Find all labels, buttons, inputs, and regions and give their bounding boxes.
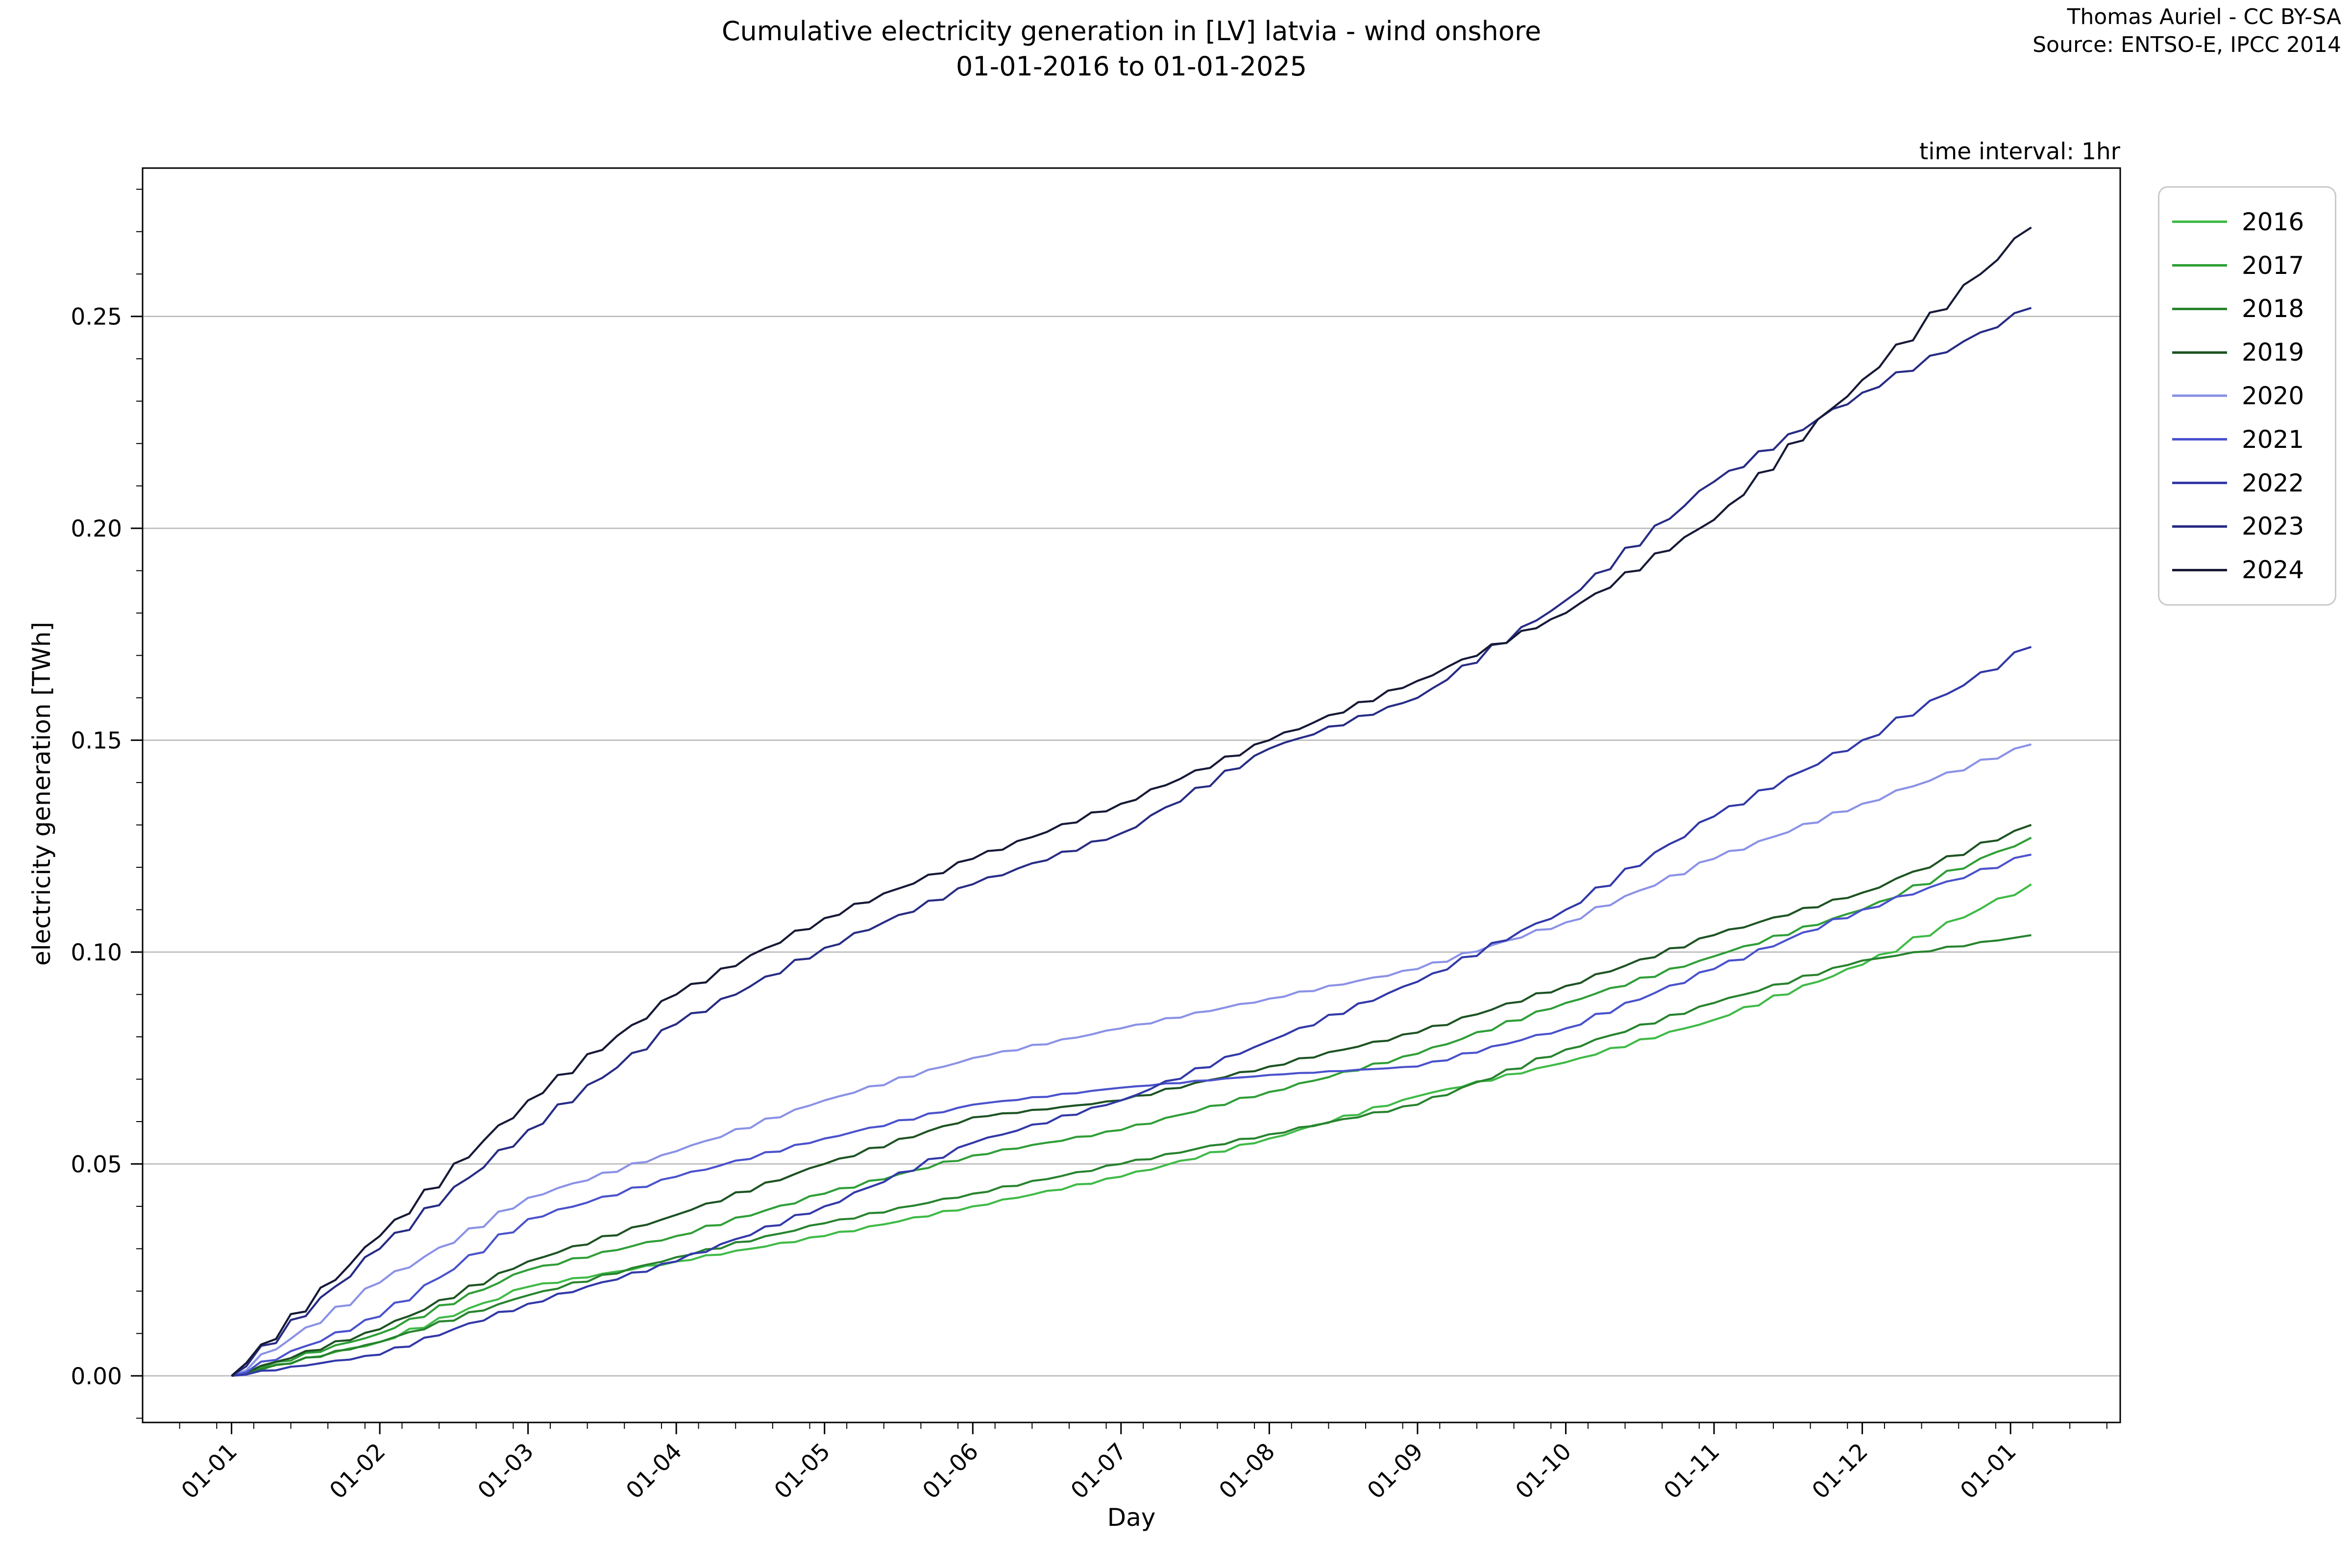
legend-item-2023: 2023 [2172,512,2335,540]
legend-swatch-2018 [2172,307,2227,310]
chart-title-line1: Cumulative electricity generation in [LV… [721,16,1542,47]
series-line-2023 [231,307,2032,1377]
y-tick-label: 0.20 [71,515,122,542]
series-line-2024 [231,226,2032,1377]
legend-label-2017: 2017 [2242,251,2304,280]
x-tick-label: 01-04 [621,1438,687,1504]
x-axis-label: Day [1107,1503,1156,1532]
attribution: Thomas Auriel - CC BY-SA Source: ENTSO-E… [2033,3,2341,59]
legend-label-2019: 2019 [2242,338,2304,367]
gridlines [143,316,2120,1377]
x-tick-label: 01-01 [176,1438,243,1504]
legend-swatch-2019 [2172,351,2227,354]
axes-spines [142,167,2121,1423]
plot-border [142,167,2121,1423]
x-tick-label: 01-02 [324,1438,391,1504]
legend-item-2021: 2021 [2172,425,2335,454]
series-line-2021 [231,854,2032,1377]
legend-item-2018: 2018 [2172,294,2335,323]
x-tick-label: 01-09 [1362,1438,1428,1504]
legend-item-2019: 2019 [2172,338,2335,367]
legend-item-2024: 2024 [2172,556,2335,584]
x-tick-label: 01-01 [1955,1438,2021,1504]
x-tick-label: 01-03 [473,1438,539,1504]
attribution-author: Thomas Auriel - CC BY-SA [2067,4,2341,29]
x-tick-label: 01-12 [1807,1438,1873,1504]
x-tick-label: 01-11 [1659,1438,1725,1504]
legend-label-2022: 2022 [2242,468,2304,497]
axis-tick-labels: 0.00 0.05 0.10 0.15 0.20 0.25 01-01 01-02 01-03 0… [71,304,2021,1504]
y-tick-label: 0.15 [71,728,122,755]
legend-item-2017: 2017 [2172,251,2335,280]
series-line-2020 [231,743,2032,1377]
legend-swatch-2024 [2172,568,2227,571]
series-line-2017 [231,836,2032,1377]
legend-swatch-2021 [2172,438,2227,441]
series-line-2019 [231,824,2032,1377]
legend-swatch-2020 [2172,394,2227,397]
legend-item-2020: 2020 [2172,382,2335,410]
attribution-source: Source: ENTSO-E, IPCC 2014 [2033,32,2341,57]
x-tick-label: 01-07 [1066,1438,1132,1504]
legend-label-2020: 2020 [2242,381,2304,410]
y-tick-label: 0.00 [71,1363,122,1390]
chart-title-line2: 01-01-2016 to 01-01-2025 [956,51,1307,82]
time-interval-note: time interval: 1hr [1919,138,2120,165]
series-line-2018 [231,934,2032,1377]
legend-swatch-2017 [2172,264,2227,267]
legend-item-2016: 2016 [2172,208,2335,236]
y-axis-label: electricity generation [TWh] [27,622,56,966]
y-tick-label: 0.05 [71,1151,122,1178]
x-tick-label: 01-10 [1510,1438,1576,1504]
legend-label-2023: 2023 [2242,512,2304,541]
legend: 2016 2017 2018 2019 2020 2021 2022 2023 2024 [2158,186,2336,606]
series-line-2016 [231,883,2032,1377]
legend-swatch-2022 [2172,482,2227,485]
x-tick-label: 01-08 [1214,1438,1280,1504]
series-lines [231,226,2032,1377]
legend-item-2022: 2022 [2172,469,2335,497]
y-tick-label: 0.25 [71,304,122,331]
legend-label-2016: 2016 [2242,207,2304,236]
legend-swatch-2016 [2172,220,2227,223]
x-tick-label: 01-05 [769,1438,835,1504]
axis-ticks [131,189,2107,1434]
x-tick-label: 01-06 [917,1438,983,1504]
legend-swatch-2023 [2172,525,2227,528]
legend-label-2024: 2024 [2242,556,2304,585]
chart-title: Cumulative electricity generation in [LV… [722,14,1541,84]
legend-label-2021: 2021 [2242,425,2304,454]
y-tick-label: 0.10 [71,939,122,966]
legend-label-2018: 2018 [2242,294,2304,323]
series-line-2022 [231,646,2032,1377]
